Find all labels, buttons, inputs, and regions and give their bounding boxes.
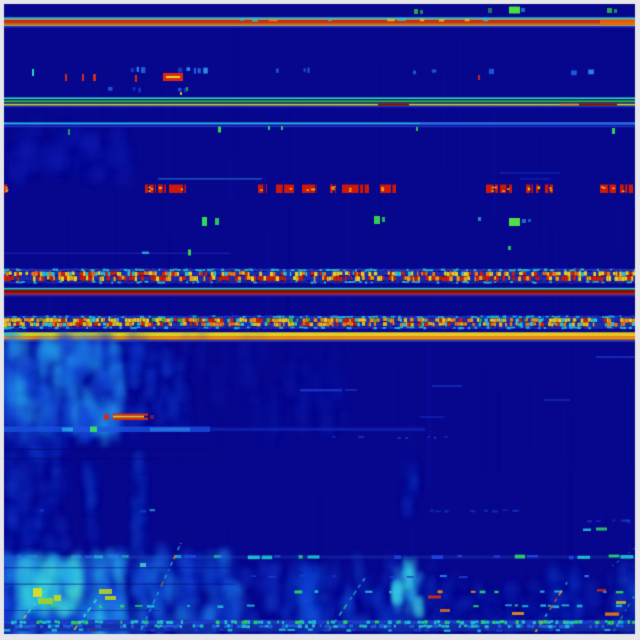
spectrogram-frame [0,0,640,640]
spectrogram-canvas [0,0,640,640]
